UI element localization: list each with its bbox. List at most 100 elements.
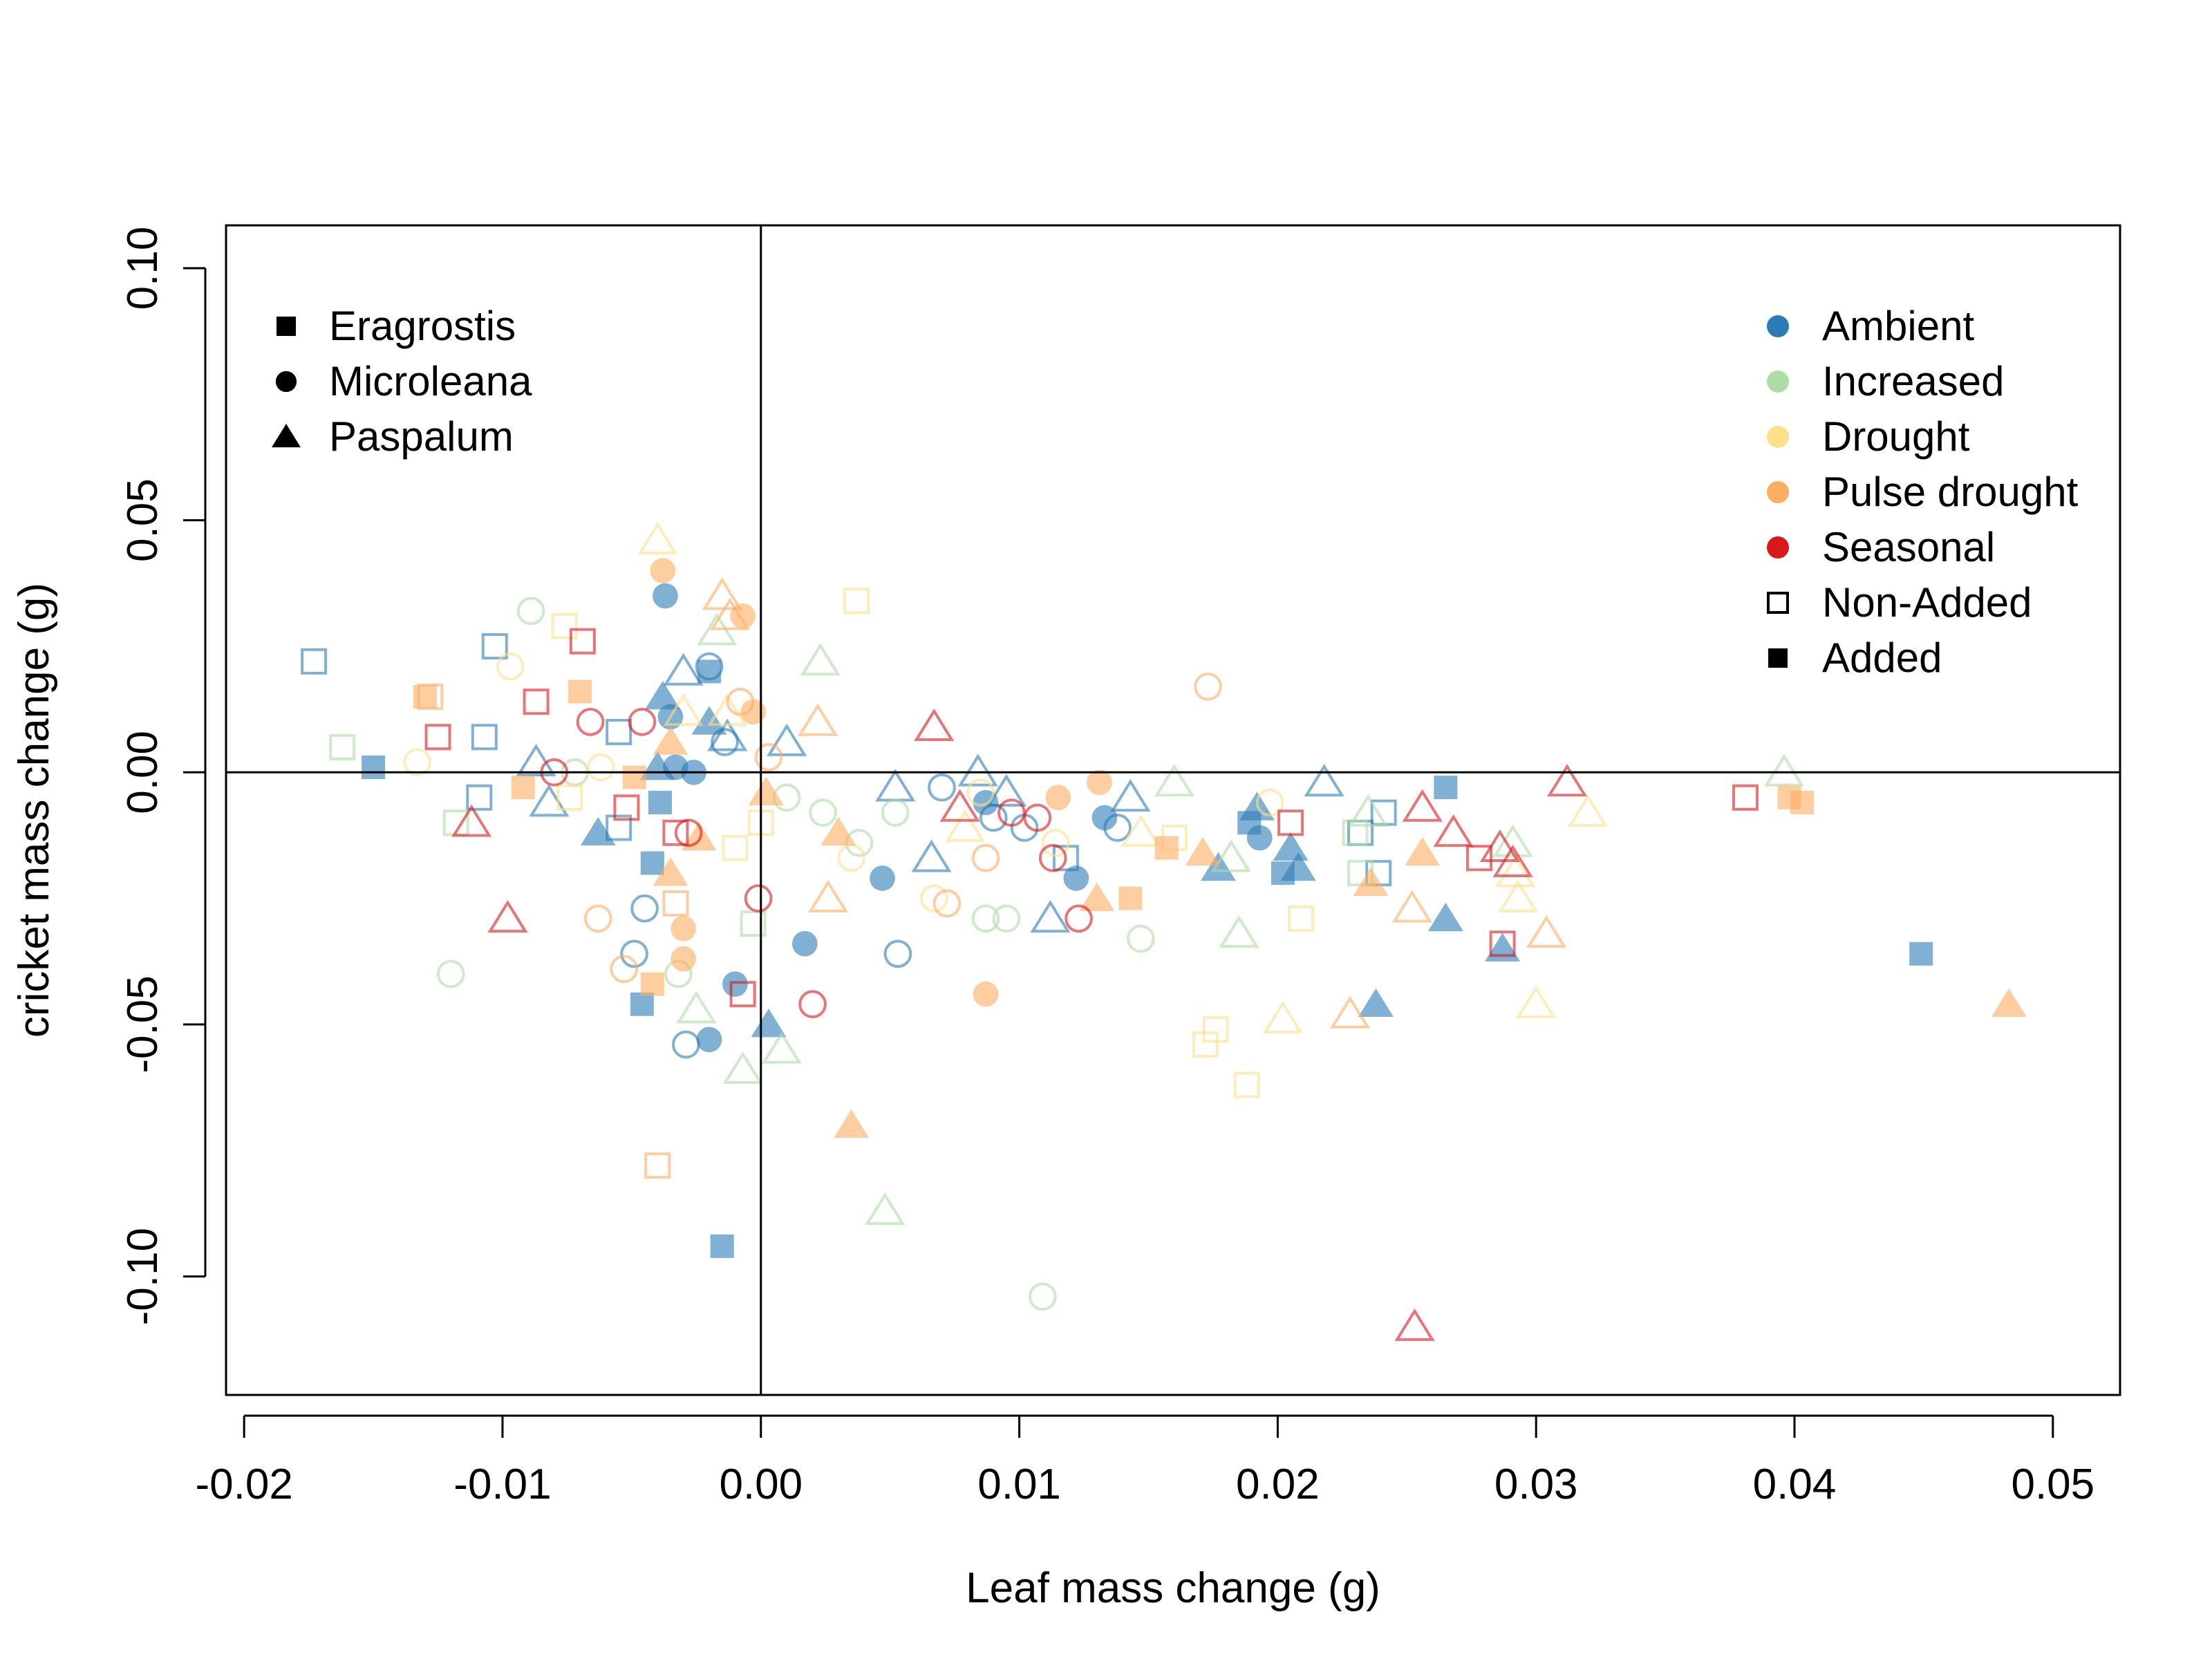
data-point-microleana	[576, 708, 605, 736]
data-point-microleana	[932, 889, 962, 918]
data-point-eragrostis	[1233, 1071, 1260, 1098]
data-point-eragrostis	[648, 791, 672, 815]
data-point-eragrostis	[843, 588, 870, 615]
data-point-paspalum	[637, 522, 678, 555]
data-point-paspalum	[1121, 814, 1161, 847]
data-point-eragrostis	[556, 784, 583, 811]
legend-species-label: Paspalum	[329, 413, 514, 460]
data-point-paspalum	[663, 693, 704, 727]
legend-treatment-label: Pulse drought	[1822, 469, 2079, 515]
series-ambient	[301, 583, 1933, 1258]
data-point-paspalum	[1546, 764, 1588, 797]
data-point-eragrostis	[1434, 776, 1458, 800]
data-point-paspalum	[821, 816, 856, 846]
data-point-eragrostis	[1052, 845, 1079, 872]
data-point-microleana	[971, 843, 1000, 872]
legend-open-square-icon	[1767, 592, 1789, 614]
data-point-microleana	[971, 904, 1000, 933]
data-point-eragrostis	[417, 683, 444, 710]
legend-color-swatch	[1767, 481, 1789, 503]
data-point-microleana	[1255, 788, 1284, 817]
data-point-eragrostis	[1237, 811, 1262, 835]
data-point-paspalum	[676, 991, 717, 1024]
data-point-eragrostis	[722, 834, 749, 861]
data-point-eragrostis	[301, 648, 328, 675]
data-point-eragrostis	[1118, 886, 1143, 910]
legend-species-label: Microleana	[329, 358, 532, 404]
data-point-paspalum	[722, 1051, 763, 1084]
data-point-microleana	[1103, 814, 1132, 842]
x-axis-label: Leaf mass change (g)	[966, 1564, 1380, 1612]
data-point-paspalum	[487, 900, 528, 933]
data-point-paspalum	[911, 839, 952, 872]
data-point-paspalum	[663, 653, 704, 686]
data-point-microleana	[809, 798, 837, 827]
data-point-paspalum	[834, 1109, 870, 1138]
data-point-eragrostis	[729, 981, 756, 1008]
x-tick-label: 0.01	[977, 1461, 1061, 1508]
data-point-paspalum	[1110, 779, 1151, 812]
data-point-microleana	[1028, 1282, 1057, 1311]
series-drought	[403, 522, 1609, 1098]
legend-color-swatch	[1767, 371, 1789, 393]
series-pulse-drought	[413, 558, 2027, 1179]
legend-treatment-label: Non-Added	[1822, 579, 2032, 626]
data-point-eragrostis	[413, 684, 437, 709]
data-point-microleana	[671, 946, 696, 972]
data-point-paspalum	[691, 706, 727, 735]
data-point-paspalum	[1304, 764, 1344, 797]
data-point-microleana	[798, 990, 827, 1019]
data-point-microleana	[1045, 785, 1071, 811]
data-point-eragrostis	[1288, 905, 1315, 932]
data-point-paspalum	[1526, 915, 1567, 948]
legend-triangle-icon	[272, 424, 301, 448]
data-point-paspalum	[1391, 890, 1432, 923]
data-point-eragrostis	[1277, 809, 1304, 836]
legend-color-swatch	[1767, 536, 1789, 559]
data-point-eragrostis	[740, 910, 767, 937]
data-point-paspalum	[945, 809, 986, 842]
data-point-microleana	[653, 583, 678, 609]
data-point-eragrostis	[466, 784, 493, 811]
data-point-eragrostis	[606, 814, 632, 841]
data-point-paspalum	[1479, 829, 1520, 863]
data-point-paspalum	[1273, 832, 1309, 861]
x-tick-label: 0.02	[1236, 1461, 1320, 1508]
data-point-microleana	[696, 1027, 722, 1053]
data-point-eragrostis	[613, 794, 640, 821]
data-point-paspalum	[1200, 852, 1236, 881]
data-point-eragrostis	[662, 890, 689, 917]
data-point-microleana	[620, 939, 648, 968]
data-point-paspalum	[1402, 789, 1443, 822]
legend-treatment: Ambient Increased Drought Pulse drought Seas…	[1767, 303, 2079, 681]
data-point-microleana	[754, 743, 783, 771]
data-point-paspalum	[1219, 915, 1259, 948]
data-point-paspalum	[1405, 837, 1441, 866]
data-point-paspalum	[1154, 764, 1194, 797]
x-tick-label: 0.04	[1753, 1461, 1837, 1508]
data-point-paspalum	[957, 753, 998, 787]
data-point-eragrostis	[568, 679, 592, 704]
data-point-paspalum	[767, 723, 807, 756]
data-point-eragrostis	[662, 819, 689, 846]
data-point-eragrostis	[471, 724, 498, 751]
data-point-eragrostis	[1732, 784, 1759, 811]
data-point-paspalum	[761, 1031, 802, 1064]
data-point-paspalum	[702, 577, 742, 610]
data-point-microleana	[992, 904, 1021, 933]
data-point-microleana	[730, 603, 756, 629]
data-point-paspalum	[914, 708, 955, 742]
data-point-microleana	[1065, 904, 1093, 933]
data-point-microleana	[1038, 843, 1067, 872]
data-point-microleana	[928, 773, 956, 802]
data-point-microleana	[883, 939, 912, 968]
data-point-microleana	[674, 818, 703, 847]
data-point-paspalum	[1427, 902, 1463, 932]
data-point-microleana	[671, 916, 696, 941]
data-point-paspalum	[1516, 986, 1557, 1019]
reference-lines	[226, 225, 2120, 1395]
data-point-eragrostis	[511, 776, 535, 800]
data-point-paspalum	[1567, 794, 1609, 827]
data-point-eragrostis	[1192, 1031, 1219, 1058]
